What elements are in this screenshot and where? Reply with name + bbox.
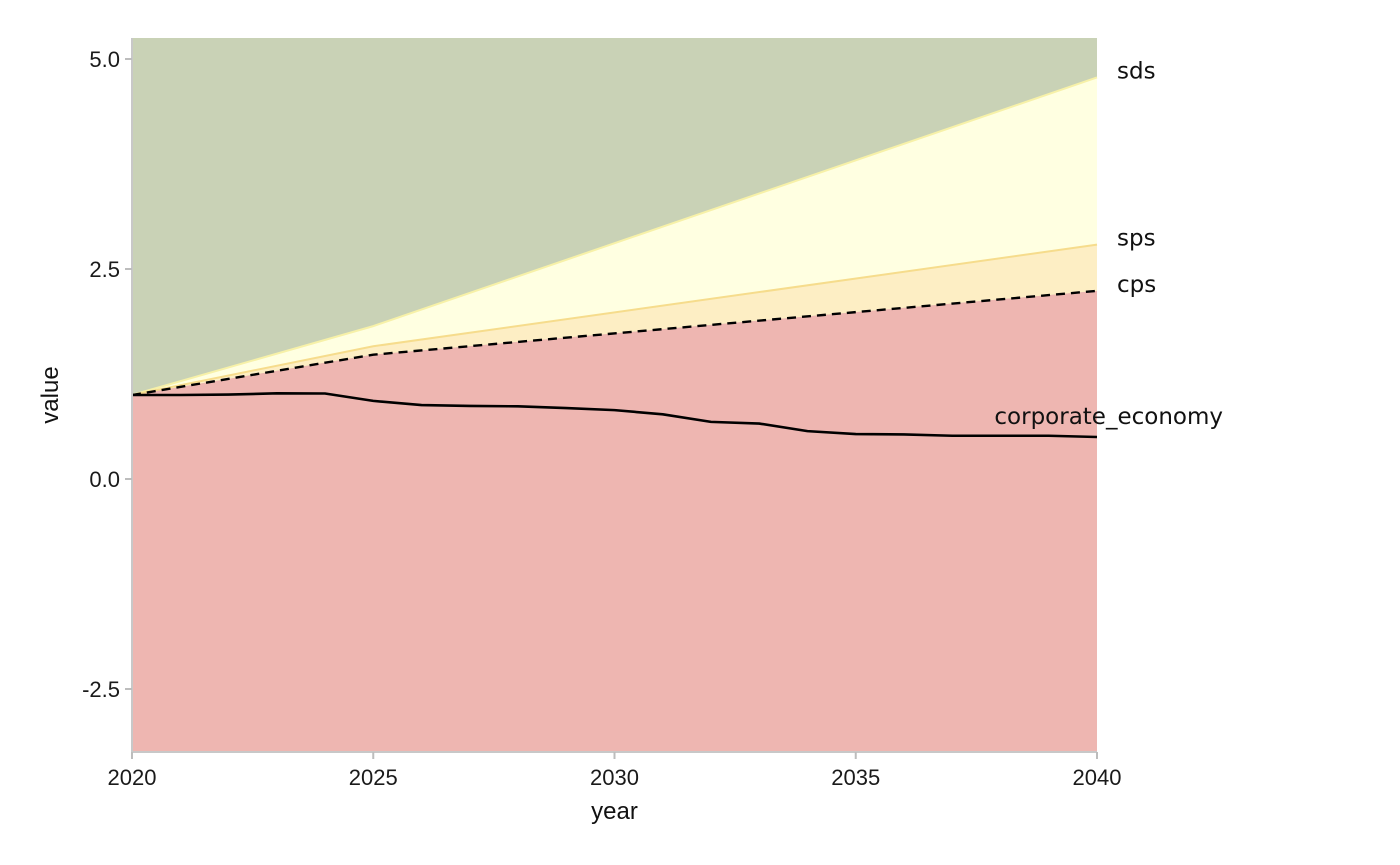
x-tick-label: 2025: [349, 765, 398, 790]
label-sds: sds: [1117, 58, 1156, 84]
x-tick-label: 2035: [831, 765, 880, 790]
series-line-corporate-economy: [132, 392, 1098, 439]
y-tick-label: 2.5: [89, 257, 120, 282]
edges-layer: [131, 76, 1098, 397]
axes-layer: 5.0 2.5 0.0 -2.5 2020 2025 2030 2035 2040: [82, 38, 1121, 790]
label-corporate-economy: corporate_economy: [994, 404, 1223, 430]
labels-layer: sds sps cps corporate_economy: [994, 58, 1223, 430]
bands-layer: [132, 38, 1097, 752]
x-axis-title: year: [591, 798, 638, 825]
y-tick-label: 5.0: [89, 47, 120, 72]
y-axis-title: value: [37, 366, 64, 423]
band-sps-to-cps: [132, 244, 1097, 395]
x-tick-label: 2020: [108, 765, 157, 790]
series-layer: [132, 392, 1098, 439]
x-tick-label: 2040: [1073, 765, 1122, 790]
edge-line-cps: [131, 289, 1098, 397]
band-below-cps: [132, 290, 1097, 752]
band-sds-to-sps: [132, 77, 1097, 395]
y-tick-label: -2.5: [82, 677, 120, 702]
label-sps: sps: [1117, 226, 1156, 252]
edge-line-sps: [131, 243, 1098, 396]
edge-line-sds: [131, 76, 1098, 396]
x-tick-label: 2030: [590, 765, 639, 790]
y-tick-label: 0.0: [89, 467, 120, 492]
label-cps: cps: [1117, 272, 1156, 298]
